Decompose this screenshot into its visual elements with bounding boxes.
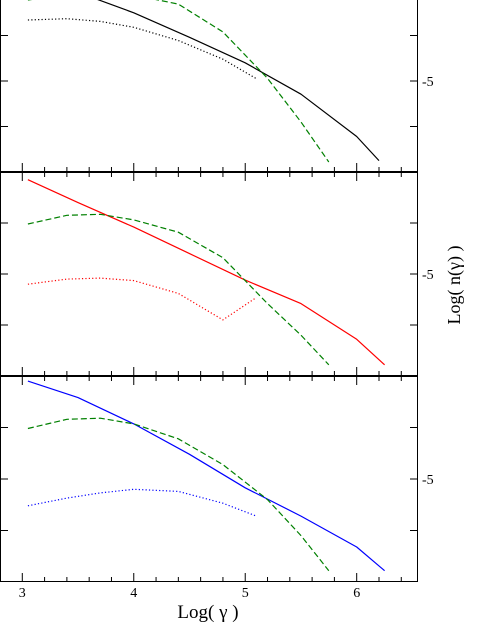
panel-3-frame (0, 376, 418, 582)
panel-2: -5 (0, 172, 434, 376)
panel-1-series-solid-1 (97, 0, 380, 162)
x-axis-label: Log( γ ) (177, 602, 238, 623)
panel-2-frame (0, 172, 418, 376)
panel-3-series-dashed-2 (27, 417, 330, 572)
panel-3-series-dotted-3 (27, 488, 257, 517)
panel-3-series-solid-1 (27, 380, 385, 572)
x-tick-label-5: 5 (242, 586, 249, 601)
panel-1-ytick-label: -5 (422, 75, 434, 90)
panel-3: -5 (0, 376, 434, 582)
x-tick-label-6: 6 (353, 586, 360, 601)
panel-2-series-dashed-2 (27, 213, 330, 366)
panel-1-frame (0, 0, 418, 172)
panel-1-series-dotted-3 (27, 18, 257, 80)
panel-1: -5 (0, 0, 434, 172)
panel-2-series-solid-1 (27, 179, 386, 366)
x-tick-label-3: 3 (19, 586, 26, 601)
panel-2-ytick-label: -5 (422, 268, 434, 283)
y-axis-label: Log( n(γ) ) (444, 246, 465, 325)
x-axis: 3 4 5 6 (19, 586, 360, 601)
panel-1-series-dashed-2 (27, 0, 330, 163)
panel-3-ytick-label: -5 (422, 473, 434, 488)
panel-2-series-dotted-3 (27, 277, 257, 321)
x-tick-label-4: 4 (130, 586, 137, 601)
panels-group: -5 -5 -5 (0, 0, 434, 582)
